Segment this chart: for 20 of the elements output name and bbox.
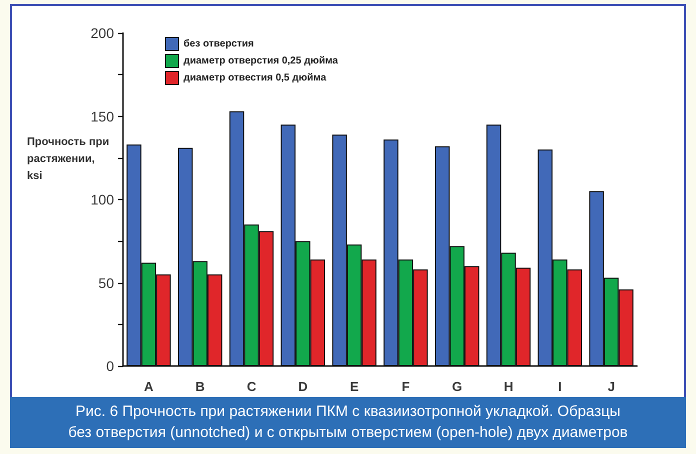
y-tick-label: 200 (90, 25, 114, 41)
legend-label: диаметр отверстия 0,25 дюйма (184, 56, 338, 66)
y-tick-label: 100 (90, 192, 114, 208)
x-tick-label: G (452, 379, 462, 394)
legend-label: диаметр отвестия 0,5 дюйма (184, 72, 327, 84)
legend-label: без отверстия (184, 38, 254, 50)
x-tick-label: A (144, 379, 154, 394)
x-tick-label: C (246, 379, 257, 394)
x-tick-label: B (195, 379, 205, 394)
y-tick-label: 150 (90, 108, 114, 124)
x-tick-label: F (402, 379, 410, 394)
x-tick-label: H (504, 379, 514, 394)
x-tick-label: D (298, 379, 308, 394)
x-tick-label: E (350, 379, 359, 394)
text: Рис. 6 Прочность при растяжении ПКМ с квазиизотропной укладкой. Образцы без отверстия (unnotched) и с открытым отверстием (open-hole) двух диаметров (67, 402, 629, 443)
y-axis-title: Прочность при растяжении, ksi (27, 135, 110, 184)
y-tick-label: 0 (106, 358, 114, 374)
y-tick-label: 50 (98, 274, 114, 291)
x-tick-label: I (558, 379, 562, 394)
x-tick-label: J (608, 379, 615, 394)
